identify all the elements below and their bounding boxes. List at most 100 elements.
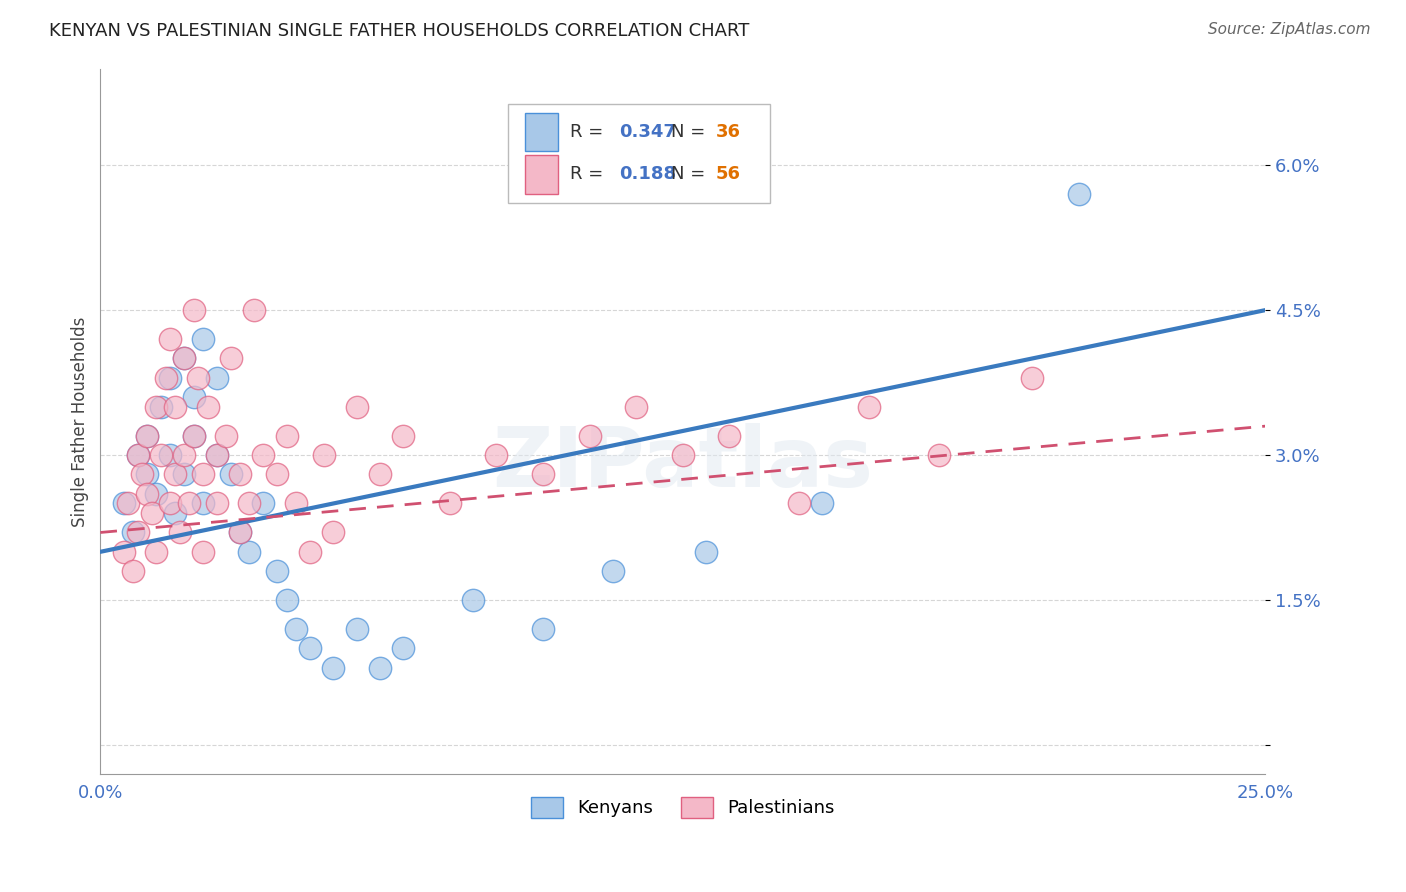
Point — [159, 496, 181, 510]
Point — [276, 593, 298, 607]
Point — [141, 506, 163, 520]
Point — [1067, 187, 1090, 202]
Point — [266, 467, 288, 482]
Point — [285, 622, 308, 636]
Point — [718, 429, 741, 443]
Point — [787, 496, 810, 510]
Point — [238, 545, 260, 559]
Point — [159, 332, 181, 346]
Point — [298, 641, 321, 656]
FancyBboxPatch shape — [526, 155, 558, 194]
Point — [145, 400, 167, 414]
Text: ZIPatlas: ZIPatlas — [492, 423, 873, 504]
Point — [312, 448, 335, 462]
Point — [346, 622, 368, 636]
Point — [136, 429, 159, 443]
Point — [163, 400, 186, 414]
Point — [169, 525, 191, 540]
Point — [238, 496, 260, 510]
Point — [205, 371, 228, 385]
Point — [229, 525, 252, 540]
Text: R =: R = — [569, 165, 614, 183]
Point — [368, 661, 391, 675]
Point — [266, 564, 288, 578]
Point — [322, 525, 344, 540]
Point — [127, 448, 149, 462]
Point — [149, 448, 172, 462]
Point — [439, 496, 461, 510]
Point — [205, 496, 228, 510]
Point — [811, 496, 834, 510]
Point — [187, 371, 209, 385]
Point — [858, 400, 880, 414]
Text: 0.188: 0.188 — [619, 165, 676, 183]
Point — [276, 429, 298, 443]
Point — [531, 467, 554, 482]
Point — [624, 400, 647, 414]
Point — [122, 525, 145, 540]
Point — [112, 545, 135, 559]
Point — [531, 622, 554, 636]
Point — [1021, 371, 1043, 385]
Text: 0.347: 0.347 — [619, 123, 675, 141]
Text: 56: 56 — [716, 165, 741, 183]
Point — [285, 496, 308, 510]
Point — [173, 467, 195, 482]
Point — [672, 448, 695, 462]
Point — [145, 545, 167, 559]
Point — [177, 496, 200, 510]
Point — [183, 390, 205, 404]
FancyBboxPatch shape — [526, 112, 558, 152]
Point — [485, 448, 508, 462]
Point — [183, 303, 205, 318]
Point — [243, 303, 266, 318]
Point — [215, 429, 238, 443]
Point — [183, 429, 205, 443]
Text: R =: R = — [569, 123, 614, 141]
Point — [117, 496, 139, 510]
Point — [136, 487, 159, 501]
Point — [252, 496, 274, 510]
Point — [173, 351, 195, 366]
Point — [127, 525, 149, 540]
Point — [191, 332, 214, 346]
Point — [928, 448, 950, 462]
Point — [136, 467, 159, 482]
Point — [173, 448, 195, 462]
Point — [219, 351, 242, 366]
Point — [163, 506, 186, 520]
Point — [136, 429, 159, 443]
Point — [155, 371, 177, 385]
Point — [191, 467, 214, 482]
Point — [322, 661, 344, 675]
Point — [159, 448, 181, 462]
Point — [229, 525, 252, 540]
Point — [205, 448, 228, 462]
Text: N =: N = — [671, 123, 711, 141]
Point — [346, 400, 368, 414]
Text: KENYAN VS PALESTINIAN SINGLE FATHER HOUSEHOLDS CORRELATION CHART: KENYAN VS PALESTINIAN SINGLE FATHER HOUS… — [49, 22, 749, 40]
Point — [191, 496, 214, 510]
Text: 36: 36 — [716, 123, 741, 141]
Point — [229, 467, 252, 482]
Point — [149, 400, 172, 414]
FancyBboxPatch shape — [508, 103, 770, 202]
Point — [191, 545, 214, 559]
Point — [602, 564, 624, 578]
Point — [163, 467, 186, 482]
Point — [461, 593, 484, 607]
Point — [159, 371, 181, 385]
Point — [252, 448, 274, 462]
Point — [112, 496, 135, 510]
Point — [392, 641, 415, 656]
Legend: Kenyans, Palestinians: Kenyans, Palestinians — [523, 789, 842, 825]
Y-axis label: Single Father Households: Single Father Households — [72, 316, 89, 526]
Point — [183, 429, 205, 443]
Point — [127, 448, 149, 462]
Point — [368, 467, 391, 482]
Point — [219, 467, 242, 482]
Point — [392, 429, 415, 443]
Point — [122, 564, 145, 578]
Point — [205, 448, 228, 462]
Point — [197, 400, 219, 414]
